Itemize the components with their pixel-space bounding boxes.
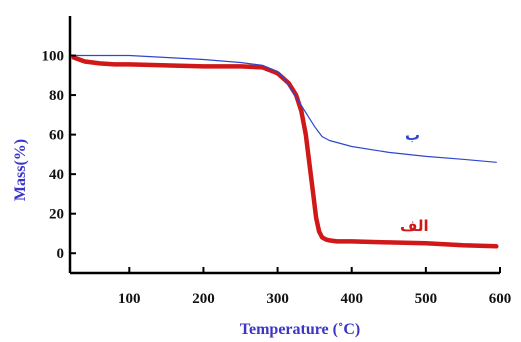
x-tick-label: 100 [118, 291, 141, 307]
series-layer [71, 54, 499, 249]
series-line-alef [71, 55, 499, 249]
x-tick-label: 400 [340, 291, 363, 307]
x-tick-label: 200 [192, 291, 215, 307]
series-label-alef: الف [400, 217, 429, 235]
y-tick-label: 0 [57, 246, 65, 262]
y-tick-label: 20 [49, 207, 64, 223]
series-label-b: ب [405, 126, 420, 144]
ticks-layer: 0 20 40 60 80 100 100 200 300 400 500 600 [42, 49, 512, 307]
x-tick-label: 500 [415, 291, 438, 307]
y-tick-label: 100 [42, 49, 65, 65]
x-tick-label: 600 [489, 291, 512, 307]
y-tick-label: 80 [49, 88, 64, 104]
x-tick-label: 300 [266, 291, 289, 307]
axes [68, 16, 500, 275]
series-line-b [73, 54, 497, 163]
y-axis-title: Mass(%) [12, 139, 29, 201]
x-axis-title: Temperature (˚C) [240, 321, 360, 338]
y-tick-label: 40 [49, 167, 64, 183]
y-tick-label: 60 [49, 128, 64, 144]
